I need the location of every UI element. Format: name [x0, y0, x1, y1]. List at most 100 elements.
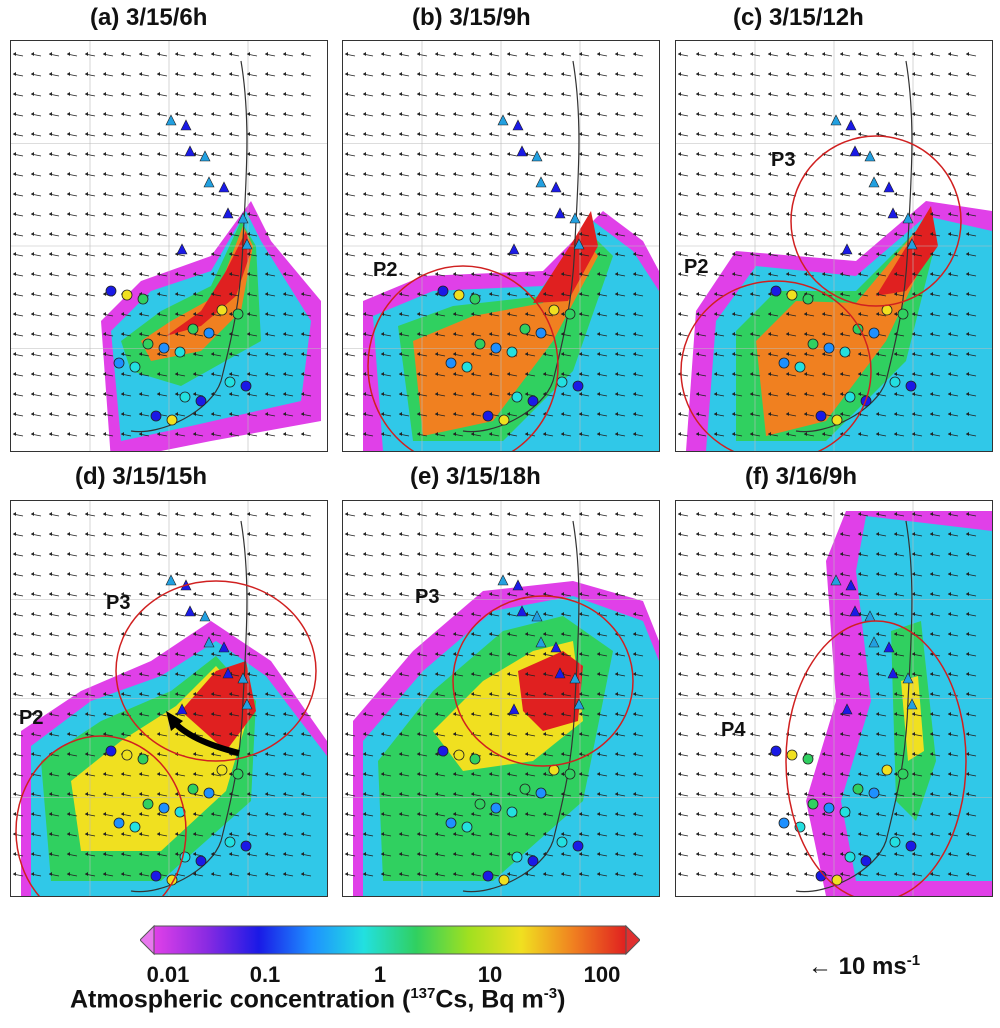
wind-vector-head	[597, 292, 600, 296]
wind-vector-head	[543, 612, 546, 616]
wind-vector-head	[247, 792, 250, 796]
wind-vector-head	[768, 252, 771, 256]
wind-vector-head	[121, 532, 124, 536]
wind-vector-head	[930, 332, 933, 336]
wind-vector-head	[345, 232, 348, 236]
wind-vector-head	[768, 112, 771, 116]
wind-vector-head	[543, 852, 546, 856]
wind-vector-head	[822, 692, 825, 696]
wind-vector-head	[912, 652, 915, 656]
wind-vector-head	[948, 612, 951, 616]
wind-vector-head	[417, 432, 420, 436]
wind-vector-head	[822, 792, 825, 796]
wind-vector-head	[103, 192, 106, 196]
wind-vector-head	[750, 212, 753, 216]
wind-vector-head	[597, 832, 600, 836]
wind-vector-head	[31, 232, 34, 236]
wind-vector-head	[471, 672, 474, 676]
wind-vector-head	[417, 712, 420, 716]
wind-vector-head	[363, 852, 366, 856]
wind-vector-head	[103, 52, 106, 56]
wind-vector-head	[696, 752, 699, 756]
wind-vector-head	[193, 132, 196, 136]
wind-vector-head	[525, 812, 528, 816]
wind-vector-head	[121, 552, 124, 556]
wind-vector-head	[966, 132, 969, 136]
wind-vector-head	[301, 872, 304, 876]
wind-vector-head	[633, 512, 636, 516]
observation-circle	[137, 293, 149, 305]
wind-vector-head	[678, 172, 681, 176]
wind-vector-head	[489, 392, 492, 396]
wind-vector-head	[345, 672, 348, 676]
wind-vector-head	[435, 172, 438, 176]
wind-vector-head	[363, 292, 366, 296]
wind-vector-head	[157, 692, 160, 696]
wind-vector-head	[525, 432, 528, 436]
wind-vector-head	[732, 792, 735, 796]
wind-vector-head	[435, 772, 438, 776]
wind-vector-head	[139, 112, 142, 116]
wind-vector-head	[265, 172, 268, 176]
wind-vector-head	[103, 292, 106, 296]
wind-vector-head	[633, 72, 636, 76]
wind-vector-head	[858, 592, 861, 596]
wind-vector-head	[822, 712, 825, 716]
wind-vector-head	[804, 692, 807, 696]
wind-vector-head	[768, 592, 771, 596]
wind-vector-head	[966, 272, 969, 276]
wind-vector-head	[912, 752, 915, 756]
wind-vector-head	[229, 872, 232, 876]
wind-vector-head	[894, 52, 897, 56]
wind-vector-head	[930, 712, 933, 716]
wind-vector-head	[139, 692, 142, 696]
wind-vector-head	[247, 372, 250, 376]
wind-vector-head	[948, 72, 951, 76]
wind-vector-head	[948, 832, 951, 836]
wind-vector-head	[822, 572, 825, 576]
wind-vector-head	[948, 772, 951, 776]
wind-vector-head	[732, 392, 735, 396]
observation-triangle	[184, 145, 196, 157]
wind-vector-head	[399, 332, 402, 336]
wind-vector-head	[139, 312, 142, 316]
wind-vector-head	[579, 812, 582, 816]
wind-vector-head	[265, 412, 268, 416]
observation-triangle	[237, 672, 249, 684]
wind-vector-head	[301, 692, 304, 696]
observation-circle	[839, 346, 851, 358]
wind-vector-head	[543, 292, 546, 296]
wind-vector-head	[471, 512, 474, 516]
wind-vector-head	[786, 652, 789, 656]
wind-vector-head	[229, 172, 232, 176]
wind-vector-head	[750, 172, 753, 176]
wind-vector-head	[633, 192, 636, 196]
observation-triangle	[199, 610, 211, 622]
wind-vector-head	[561, 692, 564, 696]
wind-vector-head	[930, 752, 933, 756]
wind-vector-head	[31, 412, 34, 416]
wind-vector-head	[615, 52, 618, 56]
wind-vector-head	[49, 392, 52, 396]
wind-vector-head	[489, 192, 492, 196]
wind-vector-head	[732, 712, 735, 716]
wind-vector-head	[894, 712, 897, 716]
wind-vector-head	[247, 72, 250, 76]
wind-vector-head	[633, 652, 636, 656]
wind-vector-head	[121, 432, 124, 436]
wind-vector-head	[597, 712, 600, 716]
wind-vector-head	[435, 52, 438, 56]
wind-vector-head	[345, 72, 348, 76]
wind-vector-head	[597, 72, 600, 76]
wind-vector-head	[948, 512, 951, 516]
wind-vector-head	[930, 72, 933, 76]
observation-circle	[860, 855, 872, 867]
observation-circle	[474, 798, 486, 810]
wind-vector-head	[822, 832, 825, 836]
wind-vector-head	[381, 152, 384, 156]
wind-vector-head	[121, 792, 124, 796]
coastline	[130, 520, 248, 893]
wind-vector-head	[525, 552, 528, 556]
wind-vector-head	[85, 752, 88, 756]
wind-vector-head	[714, 772, 717, 776]
